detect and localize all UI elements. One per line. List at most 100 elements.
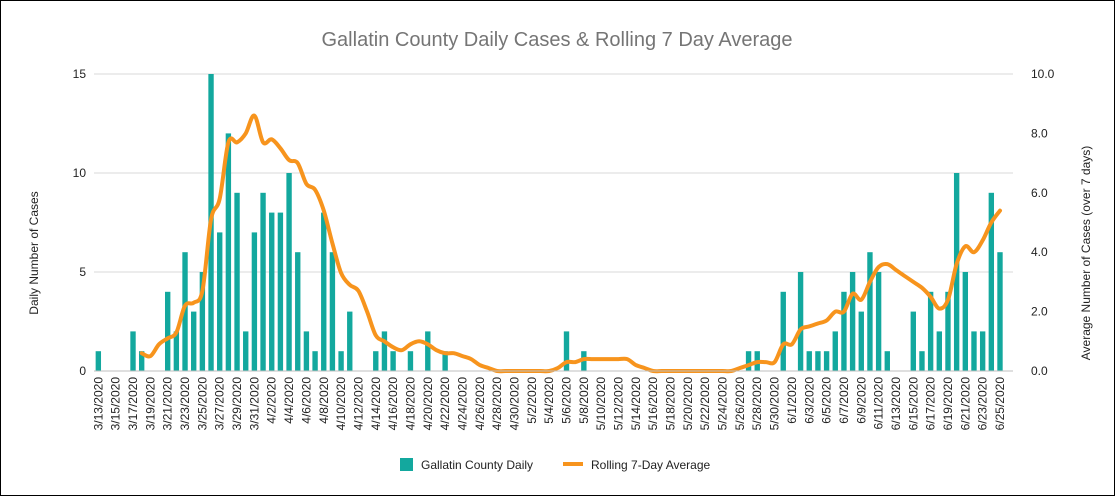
bar [225, 133, 232, 371]
rolling-average-line [139, 113, 1002, 374]
bar [95, 351, 102, 371]
x-tick-label: 6/15/2020 [906, 377, 920, 431]
x-tick-label: 3/13/2020 [91, 377, 105, 431]
x-tick-label: 5/26/2020 [733, 377, 747, 431]
y-tick-label-right: 0.0 [1031, 364, 1048, 378]
line-series [139, 113, 1002, 374]
bar [806, 351, 812, 371]
bar [849, 272, 856, 371]
x-tick-label: 5/8/2020 [577, 377, 591, 424]
x-tick-label: 5/10/2020 [594, 377, 608, 431]
bar [269, 212, 275, 371]
x-tick-label: 6/13/2020 [889, 377, 903, 431]
y-tick-label-left: 10 [73, 166, 87, 180]
x-tick-label: 6/19/2020 [941, 377, 955, 431]
x-tick-label: 4/26/2020 [473, 377, 487, 431]
bar [962, 272, 969, 371]
x-tick-label: 3/23/2020 [178, 377, 192, 431]
bar [875, 272, 882, 371]
x-tick-label: 3/19/2020 [143, 377, 157, 431]
x-tick-label: 6/11/2020 [872, 377, 886, 430]
x-tick-label: 5/28/2020 [750, 377, 764, 431]
bar [173, 331, 180, 371]
bar [997, 252, 1003, 371]
bar [425, 331, 431, 371]
x-tick-label: 3/27/2020 [213, 377, 227, 431]
bar [563, 331, 570, 371]
bar-series [95, 74, 1003, 371]
x-tick-label: 3/25/2020 [195, 377, 209, 431]
x-tick-label: 4/10/2020 [334, 377, 348, 431]
x-tick-label: 5/14/2020 [629, 377, 643, 431]
bar [329, 252, 336, 371]
bar [321, 212, 327, 371]
bar [823, 351, 830, 371]
x-tick-label: 6/5/2020 [820, 377, 834, 424]
bar [312, 351, 318, 371]
bar [138, 351, 145, 371]
x-tick-label: 4/16/2020 [386, 377, 400, 431]
bar [797, 272, 804, 371]
y-tick-label-left: 15 [73, 67, 87, 81]
x-tick-label: 5/6/2020 [560, 377, 574, 424]
y-tick-label-right: 4.0 [1031, 245, 1048, 259]
x-tick-label: 3/29/2020 [230, 377, 244, 431]
y-tick-label-right: 6.0 [1031, 186, 1048, 200]
y-tick-label-left: 0 [79, 364, 86, 378]
x-tick-label: 4/24/2020 [456, 377, 470, 431]
bar [286, 173, 292, 371]
x-tick-label: 5/22/2020 [698, 377, 712, 431]
x-tick-label: 6/25/2020 [993, 377, 1007, 431]
bar [815, 351, 821, 371]
bar [988, 192, 995, 371]
bar [303, 331, 310, 371]
x-tick-label: 4/28/2020 [490, 377, 504, 431]
bar [884, 351, 890, 371]
bar [191, 311, 197, 371]
bar [243, 331, 249, 371]
x-tick-label: 5/30/2020 [768, 377, 782, 431]
legend-swatch-daily [400, 458, 413, 471]
x-tick-label: 4/6/2020 [299, 377, 313, 424]
x-tick-label: 4/4/2020 [282, 377, 296, 424]
bar [936, 331, 942, 371]
x-tick-label: 6/17/2020 [924, 377, 938, 431]
y-tick-label-right: 2.0 [1031, 305, 1048, 319]
bar [373, 351, 379, 371]
bar [953, 173, 960, 371]
x-tick-label: 6/7/2020 [837, 377, 851, 424]
x-tick-label: 4/12/2020 [351, 377, 365, 431]
bar [407, 351, 414, 371]
bar [347, 311, 353, 371]
bar [390, 351, 396, 371]
bar [780, 291, 786, 371]
bar [832, 331, 838, 371]
bar [971, 331, 977, 371]
x-tick-label: 4/14/2020 [369, 377, 383, 431]
bar [182, 252, 188, 371]
bar [260, 192, 266, 371]
x-tick-label: 3/21/2020 [161, 377, 175, 431]
bar [381, 331, 388, 371]
x-tick-label: 5/20/2020 [681, 377, 695, 431]
bar [910, 311, 916, 371]
y-tick-label-right: 8.0 [1031, 126, 1048, 140]
bar [217, 232, 223, 371]
y-tick-label-left: 5 [79, 265, 86, 279]
legend-label-daily: Gallatin County Daily [421, 458, 533, 472]
bar [199, 272, 206, 371]
chart-title: Gallatin County Daily Cases & Rolling 7 … [322, 29, 793, 51]
y-tick-label-right: 10.0 [1031, 67, 1055, 81]
x-tick-label: 4/22/2020 [438, 377, 452, 431]
bar [745, 351, 752, 371]
x-tick-label: 5/24/2020 [716, 377, 730, 431]
bar [130, 331, 136, 371]
legend-label-average: Rolling 7-Day Average [591, 458, 711, 472]
bar [251, 232, 258, 371]
bar [979, 331, 986, 371]
bar [867, 252, 873, 371]
bar [927, 291, 934, 371]
x-tick-label: 4/8/2020 [317, 377, 331, 424]
